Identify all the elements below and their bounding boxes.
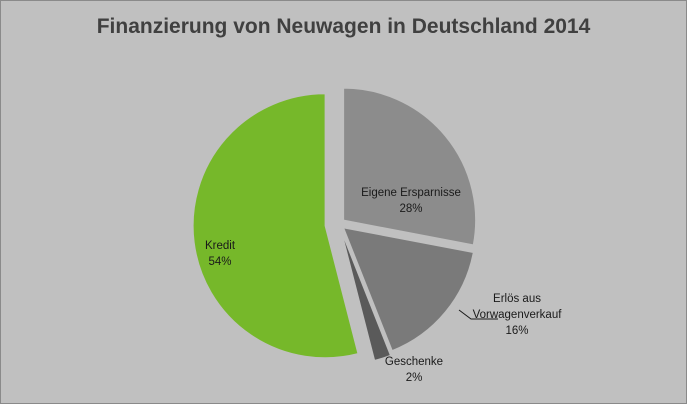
pie-slice xyxy=(343,87,477,246)
pie-slice xyxy=(342,227,474,352)
leader-line xyxy=(458,309,498,320)
slice-label: Eigene Ersparnisse 28% xyxy=(361,187,461,215)
slice-label: Erlös aus Vorwagenverkauf 16% xyxy=(473,293,563,337)
chart-title: Finanzierung von Neuwagen in Deutschland… xyxy=(96,15,591,38)
slice-label: Kredit 54% xyxy=(205,240,236,268)
pie-slice xyxy=(192,93,359,359)
pie-slice xyxy=(341,232,392,362)
slice-label: Geschenke 2% xyxy=(385,356,443,384)
